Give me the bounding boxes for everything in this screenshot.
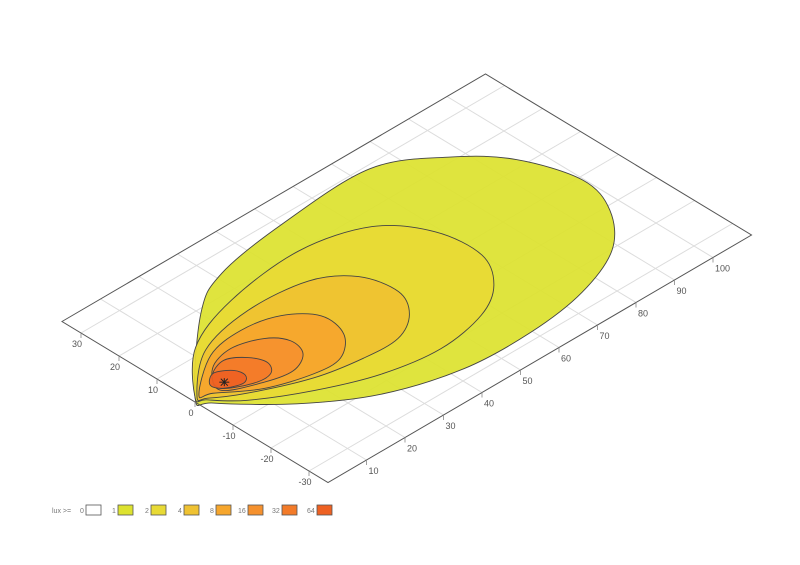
x-axis-ticks: 10 20 30 40 50 60 70 80 90 100: [366, 257, 730, 476]
legend-level-label: 0: [80, 508, 84, 515]
grid-line-y: [80, 85, 505, 334]
x-tick-label: 30: [446, 421, 456, 431]
legend-swatch-8: [215, 504, 232, 516]
x-tick-label: 40: [484, 399, 494, 409]
y-tick-label: 10: [148, 385, 158, 395]
x-tick-label: 10: [369, 466, 379, 476]
contour-64-lux: [208, 369, 247, 389]
legend-level-label: 4: [178, 508, 182, 515]
x-tick-label: 80: [638, 309, 648, 319]
y-tick-label: 30: [72, 339, 82, 349]
legend-swatch-2: [150, 504, 167, 516]
contour-layers: [191, 155, 616, 406]
legend-swatch-16: [247, 504, 264, 516]
floor-frame: [61, 73, 753, 484]
legend-level-label: 64: [307, 508, 315, 515]
y-tick-label: 0: [188, 408, 193, 418]
x-tick-label: 70: [600, 331, 610, 341]
legend-title: lux >=: [52, 508, 71, 515]
light-source-marker: [219, 378, 230, 387]
legend-swatch-32: [281, 504, 298, 516]
x-tick-label: 20: [407, 444, 417, 454]
y-tick-label: -20: [260, 454, 273, 464]
legend-swatch-1: [117, 504, 134, 516]
legend-level-label: 1: [112, 508, 116, 515]
y-axis-ticks: 30 20 10 0 -10 -20 -30: [72, 333, 312, 487]
y-tick-label: 20: [110, 362, 120, 372]
y-tick-label: -30: [298, 477, 311, 487]
legend-level-label: 2: [145, 508, 149, 515]
legend-swatch-64: [316, 504, 333, 516]
legend-swatch-0: [85, 504, 102, 516]
asterisk-icon: [219, 378, 230, 387]
x-tick-label: 50: [523, 376, 533, 386]
grid-line-y: [308, 223, 733, 472]
x-tick-label: 60: [561, 354, 571, 364]
x-tick-label: 100: [715, 264, 730, 274]
legend-swatch-4: [183, 504, 200, 516]
legend-level-label: 8: [210, 508, 214, 515]
legend-level-label: 32: [272, 508, 280, 515]
legend: lux >= 0 1 2 4 8 16 32 64: [52, 504, 333, 516]
floor-border: [61, 73, 753, 484]
legend-level-label: 16: [238, 508, 246, 515]
y-tick-label: -10: [222, 431, 235, 441]
x-tick-label: 90: [677, 286, 687, 296]
